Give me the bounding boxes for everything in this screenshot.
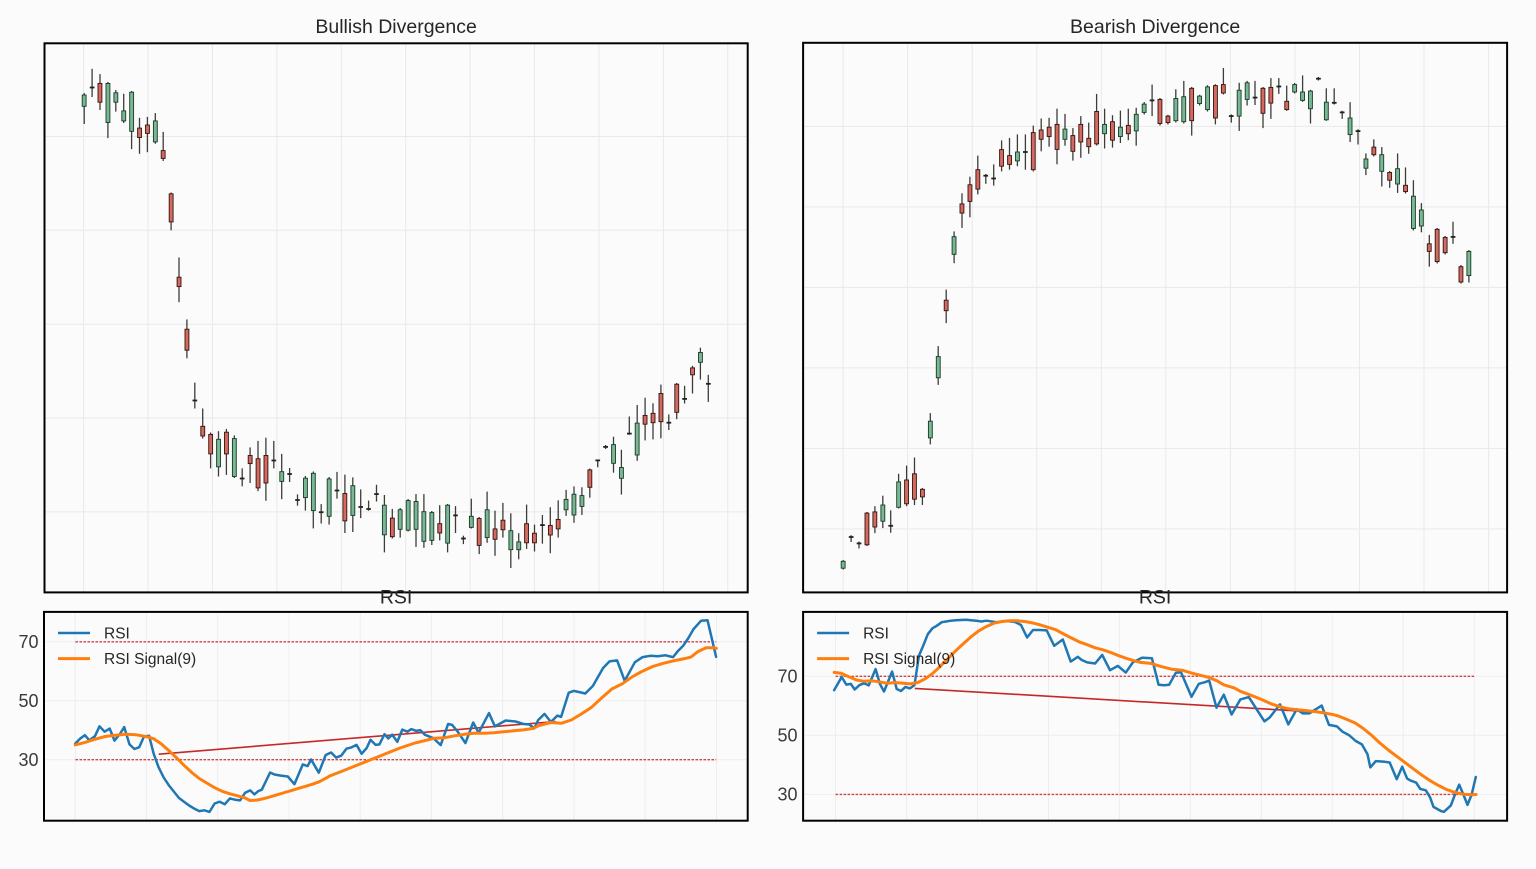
svg-text:Bearish Divergence: Bearish Divergence [1070, 16, 1240, 38]
svg-text:Bullish Divergence: Bullish Divergence [315, 16, 477, 38]
svg-text:50: 50 [777, 726, 797, 746]
svg-text:RSI Signal(9): RSI Signal(9) [104, 651, 196, 668]
svg-text:RSI Signal(9): RSI Signal(9) [863, 651, 955, 668]
svg-text:RSI: RSI [380, 586, 413, 608]
svg-text:70: 70 [777, 667, 797, 687]
svg-text:RSI: RSI [104, 625, 130, 642]
svg-text:RSI: RSI [863, 625, 889, 642]
svg-text:30: 30 [777, 785, 797, 805]
svg-text:70: 70 [18, 632, 38, 652]
svg-text:RSI: RSI [1139, 586, 1172, 608]
svg-text:30: 30 [18, 750, 38, 770]
svg-text:50: 50 [18, 691, 38, 711]
